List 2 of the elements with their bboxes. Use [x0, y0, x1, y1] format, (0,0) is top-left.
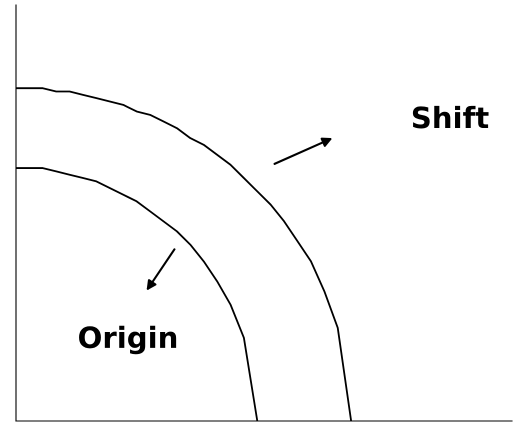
annotation: Origin — [79, 326, 176, 354]
annotation: Shift — [412, 106, 489, 128]
